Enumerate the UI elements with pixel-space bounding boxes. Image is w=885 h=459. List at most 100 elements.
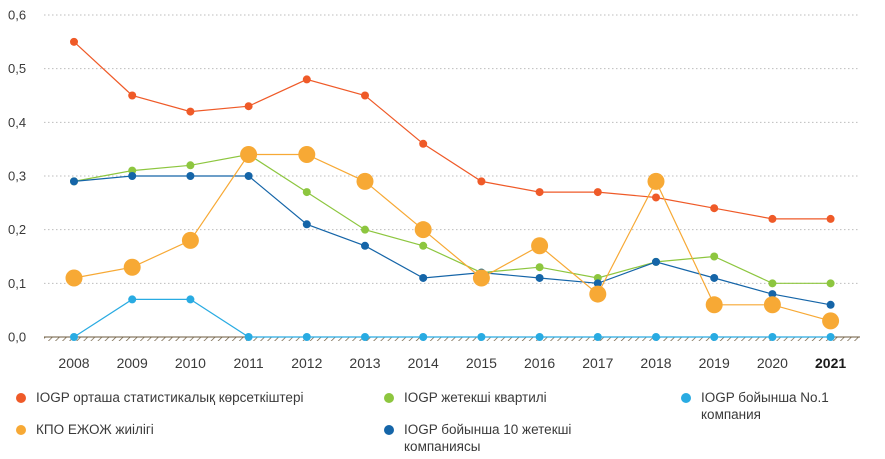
legend-label: IOGP бойынша No.1 компания — [701, 390, 829, 422]
legend-label: КПО ЕЖОЖ жиілігі — [36, 422, 154, 437]
x-tick-label: 2017 — [582, 355, 613, 371]
data-point — [822, 312, 840, 330]
data-point — [593, 279, 602, 288]
data-point — [302, 333, 311, 341]
legend-swatch — [16, 392, 26, 403]
x-tick-label: 2014 — [408, 355, 439, 371]
data-point — [652, 333, 660, 341]
data-point — [768, 333, 777, 341]
data-point — [710, 204, 719, 213]
data-point — [70, 177, 78, 186]
y-tick-label: 0,5 — [8, 61, 26, 76]
x-tick-label: 2015 — [466, 355, 497, 371]
data-point — [652, 257, 660, 266]
data-point — [826, 214, 835, 223]
data-point — [361, 241, 369, 250]
legend-item: IOGP бойынша 10 жетекші компаниясы — [384, 421, 571, 455]
legend-label: IOGP орташа статистикалық көрсеткіштері — [36, 390, 304, 405]
x-tick-label: 2021 — [815, 355, 846, 371]
data-point — [472, 269, 490, 287]
legend: IOGP орташа статистикалық көрсеткіштері … — [0, 380, 885, 459]
legend-swatch — [681, 392, 691, 403]
x-tick-label: 2011 — [234, 355, 264, 371]
data-point — [186, 172, 195, 180]
x-tick-label: 2010 — [175, 355, 206, 371]
data-point — [361, 225, 369, 234]
data-point — [186, 107, 195, 116]
x-tick-label: 2008 — [58, 355, 89, 371]
data-point — [302, 220, 311, 229]
data-point — [414, 221, 432, 239]
series-group — [70, 295, 835, 341]
baseline-hatch — [44, 337, 860, 341]
series-group — [70, 150, 835, 288]
legend-label: IOGP бойынша 10 жетекші компаниясы — [404, 422, 572, 454]
data-point — [65, 269, 83, 287]
x-tick-label: 2016 — [524, 355, 555, 371]
data-point — [531, 237, 549, 255]
data-point — [535, 188, 544, 197]
data-point — [477, 177, 486, 186]
data-point — [419, 333, 428, 341]
legend-label: IOGP жетекші квартилі — [404, 390, 547, 405]
data-point — [710, 252, 719, 261]
series-group — [70, 172, 835, 309]
series-group — [65, 146, 840, 330]
x-tick-label: 2018 — [640, 355, 671, 371]
data-point — [244, 102, 253, 111]
data-point — [535, 273, 544, 282]
legend-item: IOGP орташа статистикалық көрсеткіштері — [16, 389, 303, 406]
x-axis: 2008 2009 2010 2011 2012 2013 2014 2015 2016 2017… — [44, 336, 860, 371]
x-tick-label: 2019 — [699, 355, 730, 371]
data-point — [361, 91, 369, 100]
data-point — [244, 172, 253, 180]
legend-item: КПО ЕЖОЖ жиілігі — [16, 421, 154, 438]
legend-item: IOGP жетекші квартилі — [384, 389, 547, 406]
data-point — [123, 258, 141, 276]
legend-swatch — [16, 424, 26, 435]
data-point — [298, 146, 316, 164]
data-point — [419, 273, 428, 282]
y-tick-label: 0,1 — [8, 276, 26, 291]
data-point — [710, 333, 719, 341]
data-point — [302, 75, 311, 84]
series-line — [73, 298, 831, 338]
data-point — [181, 231, 199, 249]
data-point — [768, 290, 777, 299]
data-point — [593, 188, 602, 197]
data-point — [593, 333, 602, 341]
x-tick-label: 2012 — [291, 355, 322, 371]
data-point — [356, 172, 374, 190]
data-point — [535, 263, 544, 272]
series-line — [73, 153, 831, 284]
y-tick-label: 0,0 — [8, 330, 26, 345]
data-point — [186, 295, 195, 304]
y-tick-label: 0,6 — [8, 8, 26, 23]
data-point — [705, 296, 723, 314]
data-point — [244, 333, 253, 341]
data-point — [826, 279, 835, 288]
data-point — [652, 193, 660, 202]
data-point — [240, 146, 258, 164]
data-point — [589, 285, 607, 303]
data-point — [768, 214, 777, 223]
data-point — [302, 188, 311, 197]
legend-swatch — [384, 392, 394, 403]
x-tick-label: 2020 — [757, 355, 788, 371]
data-point — [419, 241, 428, 250]
data-point — [710, 273, 719, 282]
series-group — [70, 37, 835, 223]
data-point — [535, 333, 544, 341]
y-axis: 0,0 0,1 0,2 0,3 0,4 0,5 0,6 — [8, 8, 26, 345]
data-point — [128, 91, 137, 100]
data-point — [477, 333, 486, 341]
legend-swatch — [384, 424, 394, 435]
data-point — [128, 172, 137, 180]
data-point — [128, 295, 137, 304]
legend-item: IOGP бойынша No.1 компания — [681, 389, 829, 423]
series — [65, 37, 840, 341]
x-tick-label: 2013 — [349, 355, 380, 371]
x-tick-label: 2009 — [117, 355, 148, 371]
data-point — [768, 279, 777, 288]
y-tick-label: 0,3 — [8, 169, 26, 184]
